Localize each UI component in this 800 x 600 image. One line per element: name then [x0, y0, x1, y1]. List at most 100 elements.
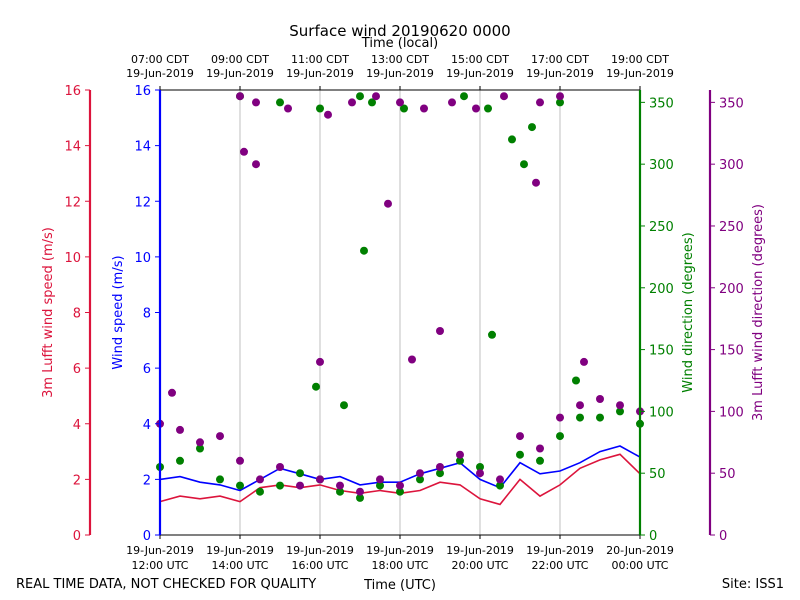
x-tick-label-utc-date: 19-Jun-2019 [286, 544, 354, 557]
x-tick-label-utc-time: 20:00 UTC [451, 559, 508, 572]
x-tick-label-utc-date: 19-Jun-2019 [526, 544, 594, 557]
series-point [616, 407, 624, 416]
x-tick-label-local-date: 19-Jun-2019 [206, 67, 274, 80]
series-point [532, 178, 540, 187]
grid-lines [239, 90, 561, 535]
series-point [400, 104, 408, 113]
x-tick-label-utc-date: 19-Jun-2019 [126, 544, 194, 557]
series-point [536, 444, 544, 453]
series-point [556, 432, 564, 441]
wind-speed-axis-label: Wind speed (m/s) [111, 255, 126, 369]
wind-direction-axis-label: Wind direction (degrees) [681, 232, 696, 392]
wind-speed-tick-label: 2 [143, 473, 151, 488]
series-point [376, 475, 384, 484]
series-point [396, 481, 404, 490]
series-point [460, 92, 468, 101]
lufft-direction-tick-label: 350 [719, 96, 744, 111]
series-point [436, 463, 444, 471]
x-tick-label-local-time: 09:00 CDT [211, 53, 269, 66]
series-point [420, 104, 428, 113]
series-point [484, 104, 492, 113]
series-point [276, 481, 284, 490]
series-point [296, 469, 304, 478]
series-point [416, 469, 424, 478]
x-tick-label-local-date: 19-Jun-2019 [526, 67, 594, 80]
lufft-speed-tick-label: 10 [64, 251, 81, 266]
x-tick-label-utc-date: 19-Jun-2019 [206, 544, 274, 557]
series-point [196, 444, 204, 453]
x-tick-label-utc-time: 22:00 UTC [531, 559, 588, 572]
lufft-speed-tick-label: 0 [73, 529, 81, 544]
series-point [376, 481, 384, 490]
series-point [336, 487, 344, 496]
lufft-direction-tick-label: 300 [719, 158, 744, 173]
series-point [536, 456, 544, 465]
wind-direction-tick-label: 150 [649, 344, 674, 359]
lufft-speed-tick-label: 8 [73, 307, 81, 322]
series-point [616, 401, 624, 410]
series-point [500, 92, 508, 101]
wind-direction-tick-label: 0 [649, 529, 657, 544]
top-axis-label: Time (local) [361, 36, 438, 51]
series-point [336, 481, 344, 490]
series-point [520, 160, 528, 169]
series-point [356, 487, 364, 496]
wind-speed-tick-label: 10 [134, 251, 151, 266]
wind-speed-tick-label: 16 [134, 84, 151, 99]
series-point [528, 123, 536, 132]
series-point [596, 413, 604, 422]
lufft-direction-tick-label: 250 [719, 220, 744, 235]
x-tick-label-local-time: 11:00 CDT [291, 53, 349, 66]
series-point [416, 475, 424, 484]
series-point [516, 432, 524, 441]
lufft-speed-tick-label: 6 [73, 362, 81, 377]
wind-direction-tick-label: 100 [649, 405, 674, 420]
series-layer [156, 92, 644, 506]
x-tick-label-local-date: 19-Jun-2019 [606, 67, 674, 80]
series-point [356, 92, 364, 101]
series-point [216, 475, 224, 484]
series-point [356, 493, 364, 502]
series-point [296, 481, 304, 490]
wind-direction-tick-label: 50 [649, 467, 666, 482]
lufft-speed-tick-label: 14 [64, 140, 81, 155]
x-tick-label-utc-time: 14:00 UTC [211, 559, 268, 572]
x-tick-label-utc-date: 20-Jun-2019 [606, 544, 674, 557]
series-point [556, 98, 564, 107]
wind-speed-tick-label: 14 [134, 140, 151, 155]
series-point [476, 469, 484, 478]
x-tick-label-local-time: 17:00 CDT [531, 53, 589, 66]
x-tick-label-utc-time: 16:00 UTC [291, 559, 348, 572]
series-point [324, 110, 332, 119]
series-point [316, 475, 324, 484]
lufft-speed-tick-label: 2 [73, 473, 81, 488]
series-point [236, 481, 244, 490]
series-point [456, 450, 464, 459]
series-point [168, 388, 176, 397]
x-tick-label-local-time: 15:00 CDT [451, 53, 509, 66]
wind-direction-tick-label: 300 [649, 158, 674, 173]
series-point [476, 463, 484, 471]
series-point [256, 487, 264, 496]
series-point [312, 382, 320, 391]
series-point [236, 92, 244, 101]
series-point [396, 98, 404, 107]
series-point [276, 98, 284, 107]
site-label: Site: ISS1 [722, 577, 784, 592]
x-tick-label-utc-time: 12:00 UTC [131, 559, 188, 572]
wind-speed-tick-label: 12 [134, 195, 151, 210]
wind-speed-tick-label: 4 [143, 418, 151, 433]
series-point [456, 456, 464, 465]
axes-layer: 19-Jun-2019 12:00 UTC 19-Jun-2019 14:00 UTC… [41, 53, 766, 572]
series-point [252, 160, 260, 169]
x-tick-label-utc-time: 18:00 UTC [371, 559, 428, 572]
series-point [448, 98, 456, 107]
x-tick-label-utc-date: 19-Jun-2019 [366, 544, 434, 557]
series-point [256, 475, 264, 484]
lufft-speed-tick-label: 4 [73, 418, 81, 433]
series-point [556, 92, 564, 101]
x-tick-label-local-date: 19-Jun-2019 [126, 67, 194, 80]
series-point [176, 425, 184, 434]
series-point [384, 199, 392, 208]
